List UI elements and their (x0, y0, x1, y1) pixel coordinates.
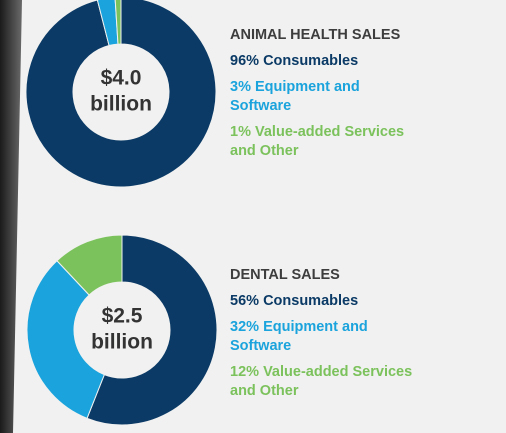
chart-title: DENTAL SALES (230, 267, 340, 283)
value-label: 3% (230, 79, 251, 95)
legend-label: Equipment and Software (230, 319, 368, 354)
legend-item: 32% Equipment and Software (230, 318, 422, 356)
value-label: 1% (230, 124, 251, 140)
center-label: $4.0 (101, 67, 142, 90)
page-edge (0, 0, 22, 433)
value-label: 96% (230, 53, 260, 69)
legend-label: Equipment and Software (230, 79, 360, 114)
legend-label: Consumables (263, 293, 359, 309)
donut-slice (86, 234, 218, 426)
chart-title: ANIMAL HEALTH SALES (230, 27, 401, 43)
legend-label: Value-added Services and Other (230, 364, 413, 399)
center-label: billion (90, 93, 152, 116)
legend-item: 96% Consumables (230, 52, 422, 71)
center-label: $2.5 (102, 305, 143, 328)
legend-item: 3% Equipment and Software (230, 78, 422, 116)
value-label: 32% (230, 319, 260, 335)
legend-item: 1% Value-added Services and Other (230, 123, 422, 161)
legend: DENTAL SALES 56% Consumables 32% Equipment… (230, 267, 422, 401)
legend-label: Value-added Services and Other (230, 124, 405, 159)
value-label: 12% (230, 364, 260, 380)
legend-item: 12% Value-added Services and Other (230, 363, 422, 401)
legend: ANIMAL HEALTH SALES 96% Consumables 3% Equ… (230, 27, 422, 161)
donut-hole (73, 44, 169, 140)
donut-hole (74, 282, 170, 378)
legend-label: Consumables (263, 53, 359, 69)
center-label: billion (91, 331, 153, 354)
value-label: 56% (230, 293, 260, 309)
legend-item: 56% Consumables (230, 292, 422, 311)
